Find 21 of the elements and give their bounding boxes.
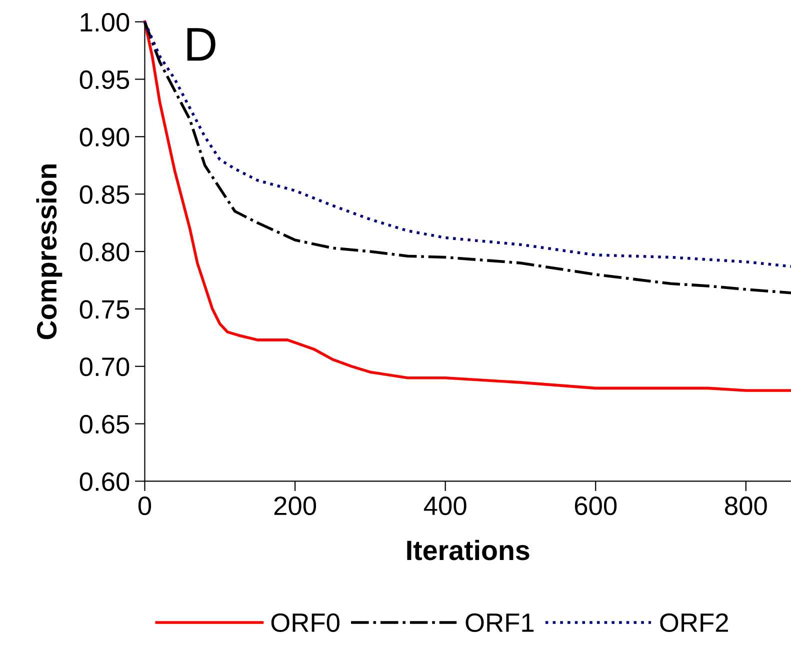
- y-tick-label: 0.70: [80, 357, 130, 376]
- x-tick-label: 600: [574, 496, 617, 516]
- legend-label: ORF0: [271, 613, 340, 632]
- y-tick-label: 0.60: [80, 472, 130, 492]
- y-tick-label: 0.95: [80, 70, 130, 90]
- y-tick-label: 0.75: [80, 300, 130, 319]
- y-tick-label: 0.85: [80, 185, 130, 204]
- y-tick-label: 1.00: [80, 12, 130, 32]
- annotation: D: [187, 28, 216, 61]
- line-series: [143, 20, 791, 392]
- x-tick-label: 800: [725, 496, 767, 516]
- x-tick-label: 200: [274, 496, 316, 516]
- x-tick-label: 400: [424, 496, 466, 516]
- y-tick-label: 0.80: [80, 242, 130, 262]
- legend-label: ORF2: [660, 613, 728, 632]
- x-tick-label: 0: [138, 496, 152, 516]
- x-axis-title: Iterations: [407, 540, 530, 560]
- y-axis-title: Compression: [36, 164, 62, 340]
- legend-label: ORF1: [466, 613, 534, 632]
- y-tick-label: 0.90: [80, 128, 130, 146]
- y-tick-label: 0.65: [80, 414, 130, 434]
